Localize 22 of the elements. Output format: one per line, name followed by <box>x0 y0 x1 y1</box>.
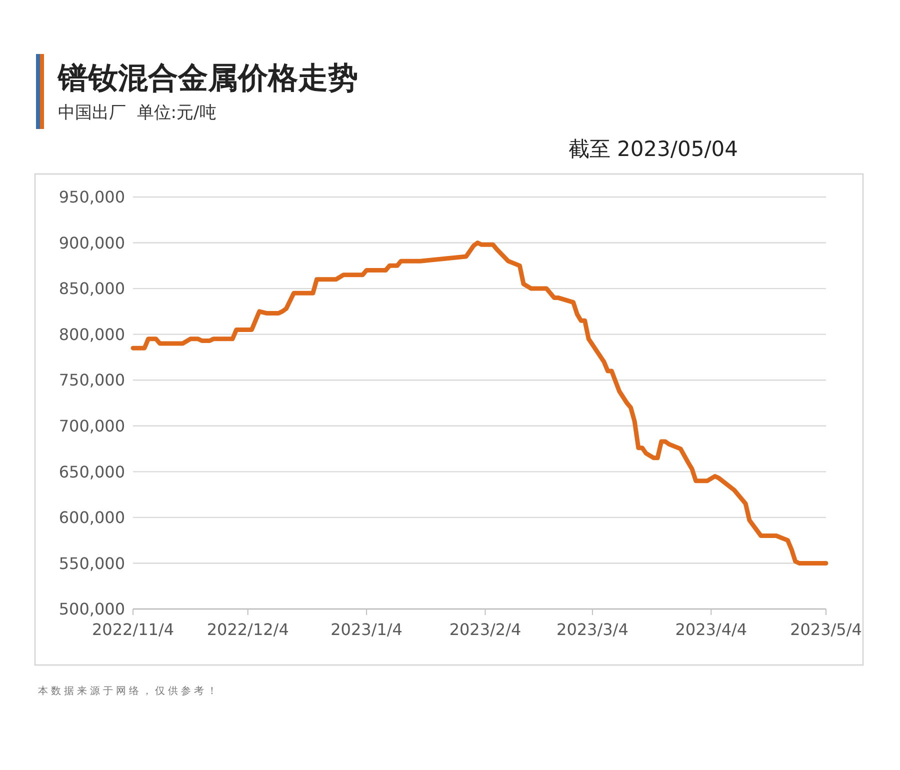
x-tick-label: 2023/4/4 <box>675 620 748 639</box>
y-tick-label: 950,000 <box>58 188 125 207</box>
y-tick-label: 800,000 <box>58 324 125 344</box>
chart-subtitle: 中国出厂 单位:元/吨 <box>58 103 216 123</box>
y-tick-label: 650,000 <box>58 462 125 482</box>
y-tick-label: 900,000 <box>58 233 125 252</box>
y-tick-label: 550,000 <box>58 554 125 573</box>
x-tick-label: 2022/11/4 <box>92 620 174 639</box>
line-series <box>130 240 828 566</box>
x-tick-label: 2023/1/4 <box>330 620 402 639</box>
x-tick-label: 2022/12/4 <box>206 620 289 639</box>
text: 截至 2023/05/04 <box>568 137 738 161</box>
y-tick-label: 500,000 <box>58 600 125 619</box>
y-tick-label: 600,000 <box>58 508 125 528</box>
text: 本数据来源于网络，仅供参考！ <box>38 685 220 697</box>
y-tick-label: 850,000 <box>58 279 125 298</box>
y-tick-label: 750,000 <box>58 370 125 390</box>
x-tick-label: 2023/3/4 <box>556 620 628 639</box>
x-tick-label: 2023/2/4 <box>449 620 522 639</box>
x-tick-label: 2023/5/4 <box>790 620 862 639</box>
chart-title: 镨钕混合金属价格走势 <box>57 61 358 96</box>
y-tick-label: 700,000 <box>58 416 125 436</box>
